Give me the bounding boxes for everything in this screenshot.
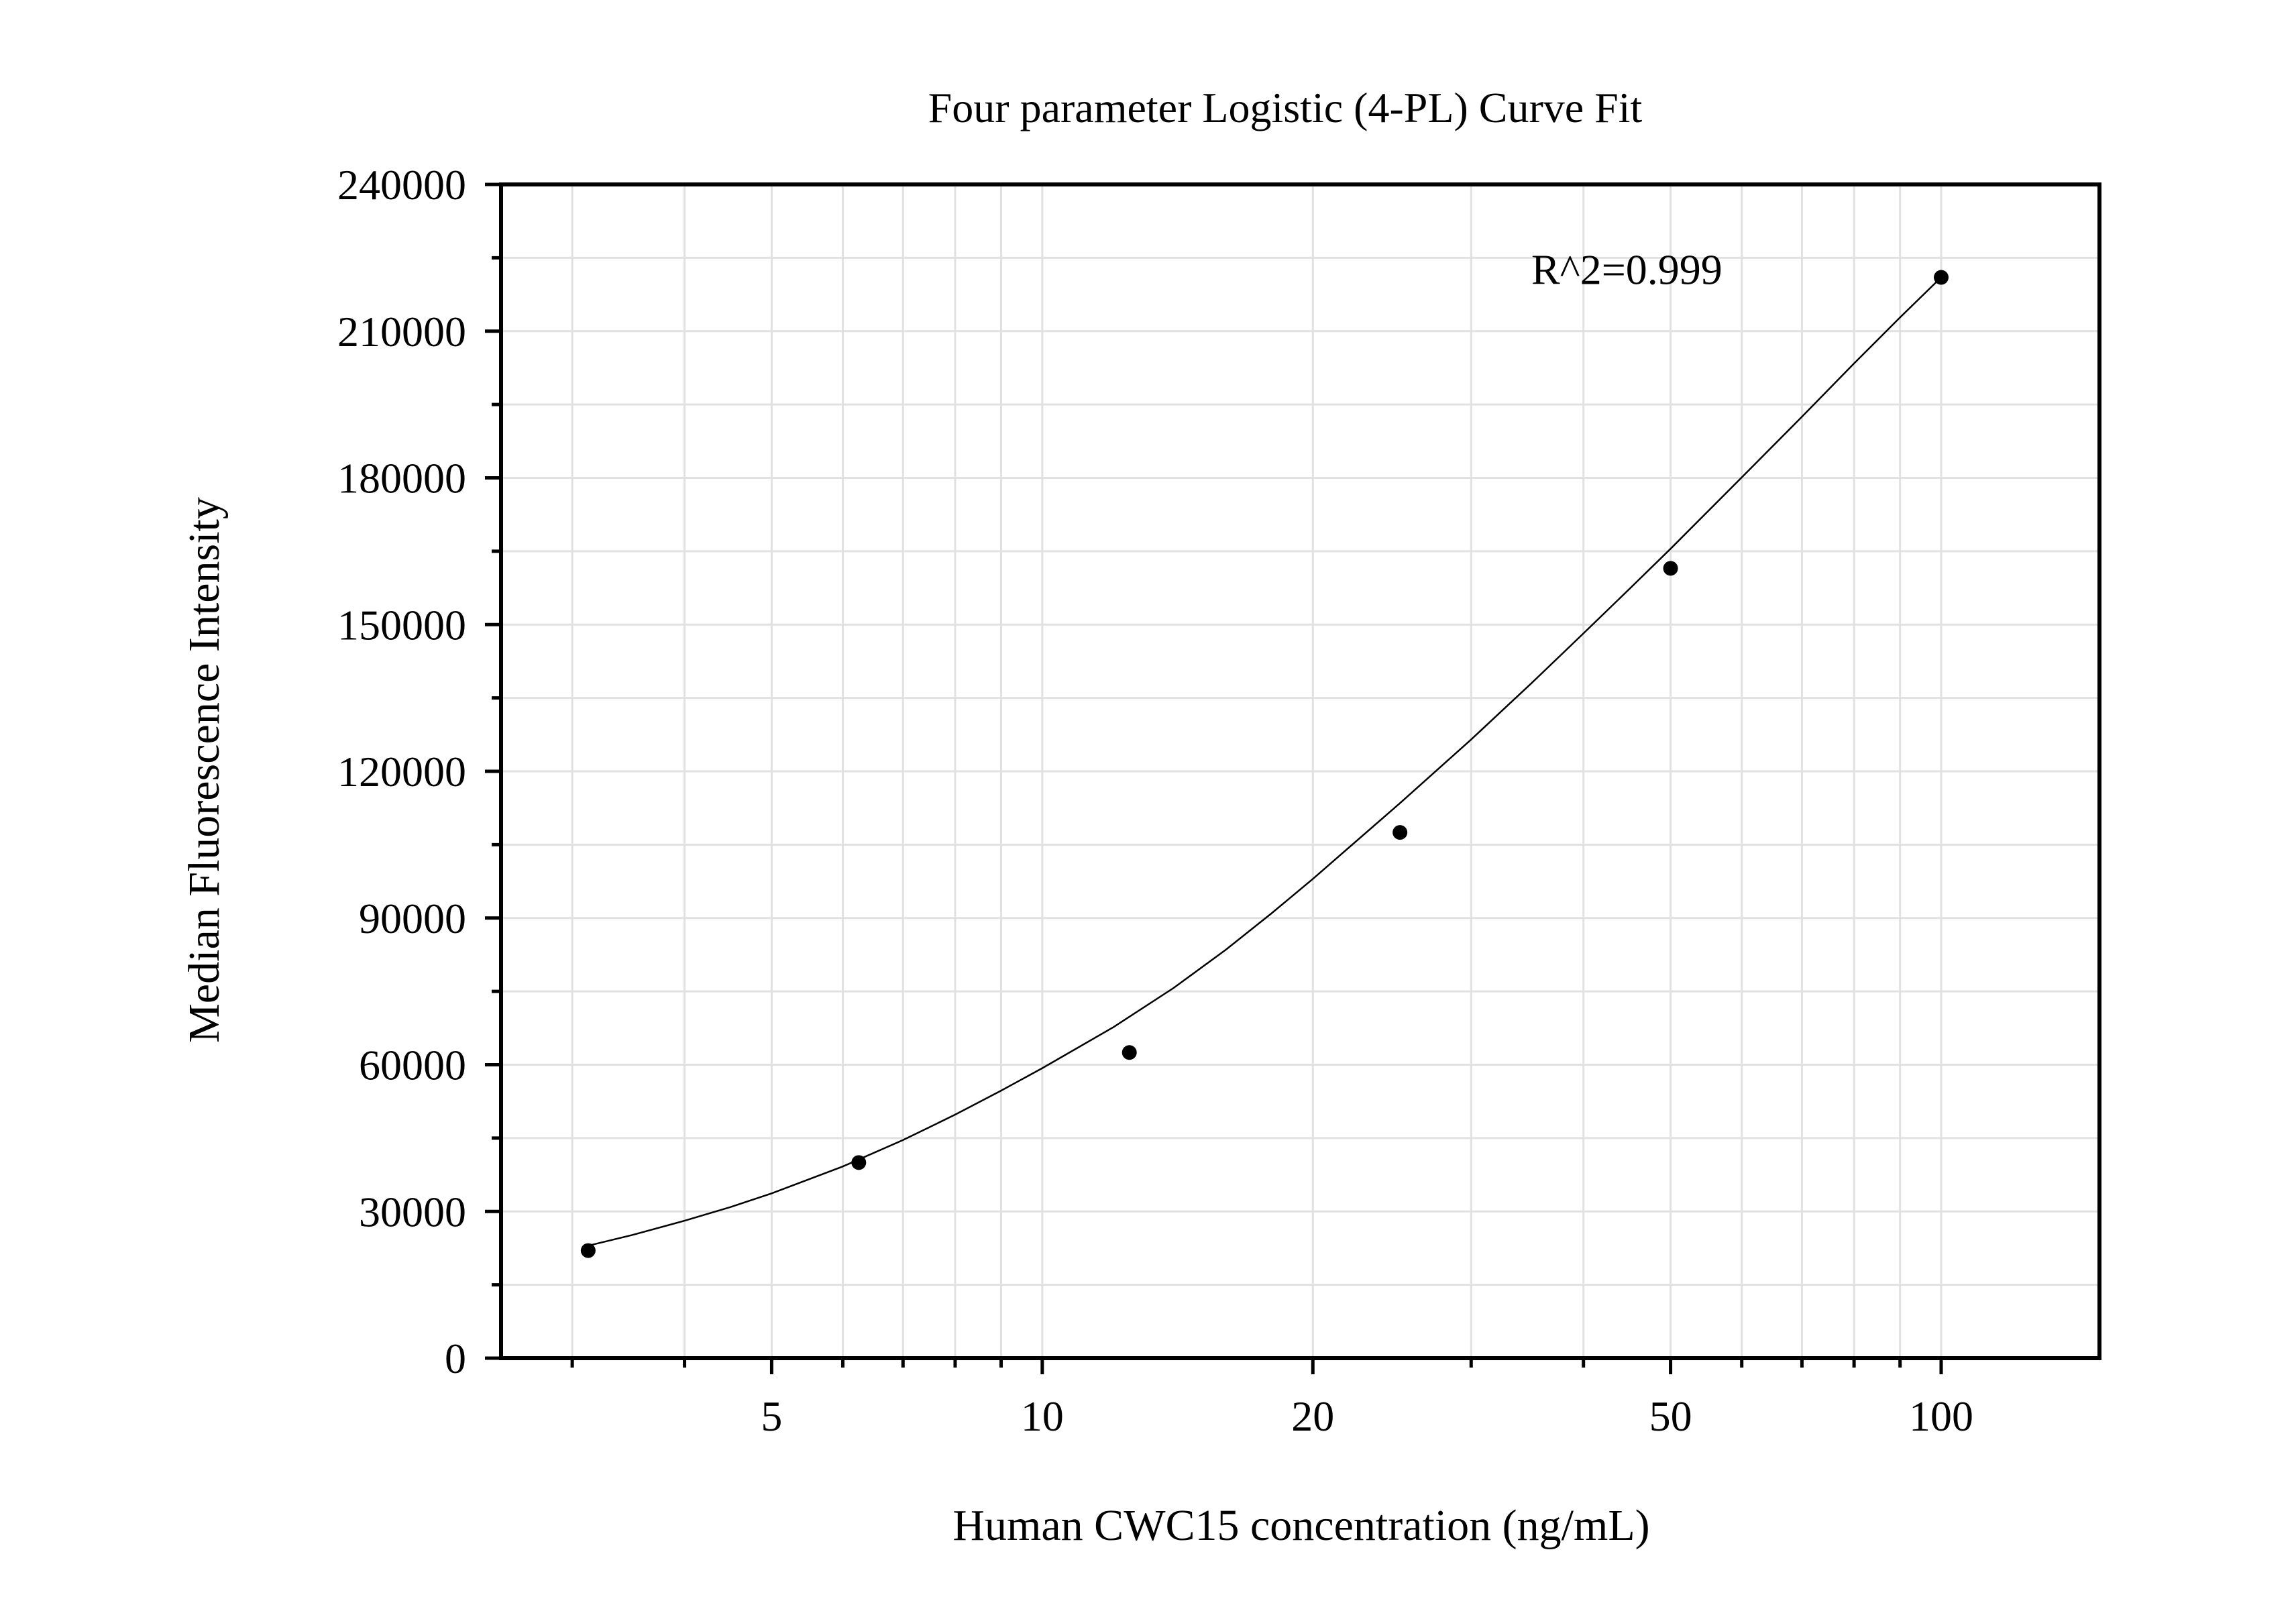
y-axis-label: Median Fluorescence Intensity: [180, 497, 229, 1043]
data-point: [1122, 1045, 1137, 1060]
data-point: [851, 1155, 867, 1170]
tick-labels-layer: 5 10 20 50 100 0 30000 60000 90000 120000 150000 18…: [337, 161, 1973, 1440]
r-squared-annotation: R^2=0.999: [1531, 246, 1723, 294]
x-tick-label: 50: [1649, 1392, 1692, 1440]
x-tick-label: 10: [1021, 1392, 1064, 1440]
x-tick-label: 5: [761, 1392, 782, 1440]
y-tick-label: 30000: [359, 1188, 466, 1235]
y-tick-label: 120000: [337, 748, 466, 795]
x-axis-label: Human CWC15 concentration (ng/mL): [952, 1501, 1649, 1550]
y-tick-label: 150000: [337, 601, 466, 649]
data-points-layer: [580, 270, 1949, 1258]
fit-curve-layer: [588, 276, 1942, 1247]
data-point: [1663, 561, 1678, 576]
y-tick-label: 0: [445, 1335, 466, 1382]
data-point: [1934, 270, 1949, 285]
y-tick-label: 210000: [337, 308, 466, 355]
ticks-layer: [485, 182, 1943, 1374]
x-tick-label: 20: [1291, 1392, 1334, 1440]
y-tick-label: 90000: [359, 895, 466, 942]
x-tick-label: 100: [1909, 1392, 1973, 1440]
data-point: [580, 1243, 596, 1258]
data-point: [1392, 825, 1408, 840]
grid-layer: [501, 184, 2099, 1358]
y-tick-label: 240000: [337, 161, 466, 209]
chart-title: Four parameter Logistic (4-PL) Curve Fit: [928, 84, 1643, 131]
fit-curve-line: [588, 276, 1942, 1247]
y-tick-label: 60000: [359, 1042, 466, 1089]
y-tick-label: 180000: [337, 455, 466, 502]
